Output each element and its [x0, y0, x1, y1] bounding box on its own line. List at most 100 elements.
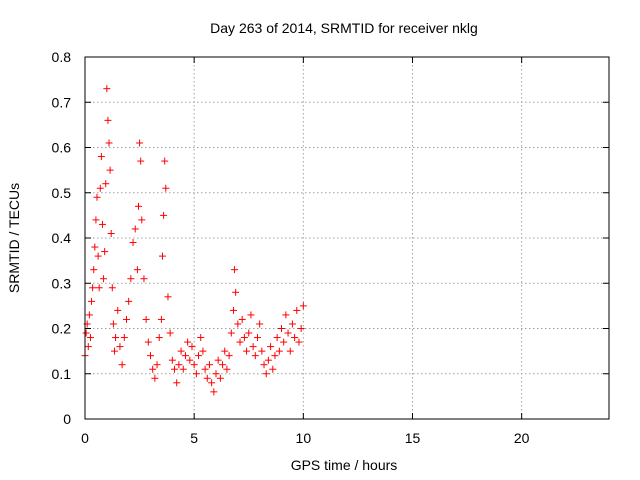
data-point [164, 293, 172, 301]
data-point [225, 352, 233, 360]
data-point [142, 315, 150, 323]
data-point [264, 356, 272, 364]
data-point [269, 365, 277, 373]
data-point [275, 347, 283, 355]
data-point [96, 184, 104, 192]
chart-title: Day 263 of 2014, SRMTID for receiver nkl… [210, 20, 478, 36]
data-point [85, 311, 93, 319]
data-point [105, 139, 113, 147]
data-point [101, 248, 109, 256]
data-point [188, 343, 196, 351]
data-point [203, 374, 211, 382]
data-point [86, 334, 94, 342]
data-point [273, 334, 281, 342]
x-tick-label: 15 [405, 430, 421, 446]
data-point [291, 334, 299, 342]
data-point [260, 361, 268, 369]
data-point [181, 352, 189, 360]
y-tick-label: 0.7 [52, 94, 72, 110]
data-point [95, 284, 103, 292]
data-point [249, 343, 257, 351]
data-points [81, 85, 307, 396]
data-point [118, 361, 126, 369]
y-tick-label: 0.4 [52, 230, 72, 246]
data-point [216, 374, 224, 382]
data-point [84, 343, 92, 351]
data-point [171, 365, 179, 373]
data-point [107, 229, 115, 237]
data-point [151, 374, 159, 382]
data-point [223, 365, 231, 373]
data-point [133, 266, 141, 274]
data-point [240, 334, 248, 342]
data-point [91, 243, 99, 251]
data-point [147, 352, 154, 360]
data-point [219, 361, 227, 369]
x-axis-label: GPS time / hours [291, 457, 398, 473]
data-point [155, 334, 163, 342]
data-point [199, 347, 207, 355]
data-point [108, 284, 116, 292]
data-point [280, 338, 288, 346]
data-point [98, 220, 106, 228]
y-tick-label: 0.8 [52, 49, 72, 65]
data-point [100, 275, 108, 283]
data-point [168, 356, 176, 364]
y-tick-label: 0.5 [52, 185, 72, 201]
data-point [177, 347, 185, 355]
data-point [102, 180, 110, 188]
data-point [90, 266, 98, 274]
data-point [229, 306, 237, 314]
y-tick-label: 0.3 [52, 275, 72, 291]
x-tick-label: 5 [190, 430, 198, 446]
data-point [236, 338, 244, 346]
data-point [166, 329, 174, 337]
axis-ticks [84, 56, 609, 420]
data-point [267, 343, 275, 351]
data-point [208, 379, 216, 387]
data-point [134, 202, 142, 210]
data-point [278, 325, 285, 332]
data-point [179, 365, 187, 373]
data-point [149, 365, 157, 373]
data-point [201, 365, 209, 373]
data-point [293, 306, 301, 314]
data-point [114, 306, 122, 314]
data-point [153, 361, 161, 369]
data-point [282, 311, 290, 319]
data-point [140, 275, 148, 283]
data-point [197, 334, 205, 342]
data-point [243, 347, 251, 355]
data-point [175, 361, 183, 369]
data-point [245, 329, 253, 337]
data-point [256, 320, 264, 328]
data-point [299, 302, 307, 310]
y-axis-label: SRMTID / TECUs [6, 183, 22, 293]
data-point [190, 361, 198, 369]
data-point [94, 252, 102, 260]
y-tick-label: 0.6 [52, 140, 72, 156]
y-tick-labels: 0 0.1 0.2 0.3 0.4 0.5 0.6 0.7 0.8 [52, 49, 72, 427]
data-point [214, 356, 222, 364]
data-point [160, 211, 168, 219]
data-point [192, 370, 200, 378]
data-point [212, 370, 220, 378]
data-point [104, 116, 112, 124]
grid-layer [85, 57, 609, 419]
x-tick-labels: 0 5 10 15 20 [81, 430, 530, 446]
data-point [161, 157, 169, 165]
data-point [262, 370, 270, 378]
data-point [295, 338, 303, 346]
data-point [297, 325, 305, 332]
data-point [159, 252, 167, 260]
data-point [131, 225, 139, 233]
data-point [109, 320, 117, 328]
data-point [88, 297, 96, 305]
data-point [173, 379, 181, 387]
data-point [232, 288, 240, 296]
data-point [97, 153, 105, 161]
y-tick-label: 0 [63, 411, 71, 427]
data-point [82, 329, 90, 337]
data-point [271, 352, 279, 360]
